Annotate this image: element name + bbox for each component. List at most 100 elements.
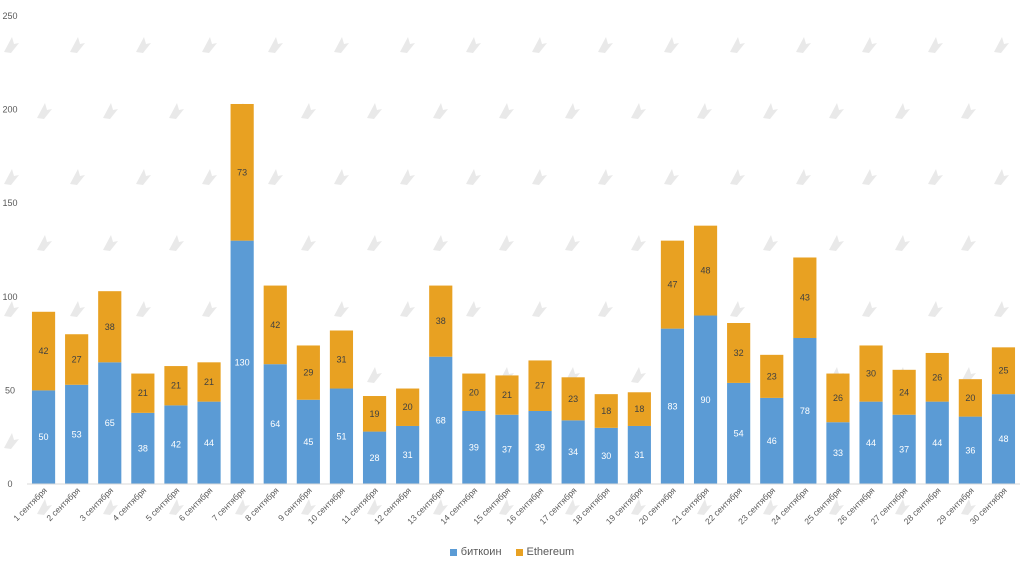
watermark-logo — [37, 499, 52, 515]
bar-ethereum[interactable] — [429, 285, 453, 357]
bar-bitcoin[interactable] — [164, 405, 188, 484]
bar-ethereum[interactable] — [826, 373, 850, 423]
bar-bitcoin[interactable] — [892, 414, 916, 484]
bar-bitcoin[interactable] — [693, 315, 718, 484]
bar-bitcoin[interactable] — [760, 397, 784, 484]
bar-bitcoin[interactable] — [826, 422, 850, 484]
bar-bitcoin[interactable] — [263, 364, 287, 484]
bar-ethereum[interactable] — [462, 373, 486, 411]
data-label-bitcoin: 31 — [634, 450, 644, 460]
watermark-logo — [136, 169, 151, 185]
watermark-logo — [697, 499, 712, 515]
watermark-logo — [862, 301, 877, 317]
bar-bitcoin[interactable] — [98, 362, 122, 484]
bar-ethereum[interactable] — [230, 103, 254, 241]
data-label-bitcoin: 33 — [833, 448, 843, 458]
data-label-bitcoin: 39 — [469, 442, 479, 452]
bar-bitcoin[interactable] — [396, 425, 420, 484]
chart-canvas: 0 50 100 150 200 250 50 42 53 27 65 38 38 21 42 21 44 21… — [2, 11, 1020, 526]
bar-bitcoin[interactable] — [528, 410, 552, 484]
bar-ethereum[interactable] — [958, 379, 982, 417]
data-label-bitcoin: 54 — [734, 428, 744, 438]
legend-label-ethereum: Ethereum — [526, 546, 575, 558]
data-label-ethereum: 18 — [601, 406, 611, 416]
data-label-ethereum: 18 — [634, 404, 644, 414]
bar-ethereum[interactable] — [65, 334, 89, 385]
bar-bitcoin[interactable] — [958, 416, 982, 484]
bar-ethereum[interactable] — [495, 375, 519, 415]
bar-ethereum[interactable] — [131, 373, 155, 413]
bar-bitcoin[interactable] — [594, 427, 618, 484]
watermark-logo — [136, 37, 151, 53]
bar-bitcoin[interactable] — [131, 412, 155, 484]
bar-bitcoin[interactable] — [925, 401, 949, 484]
bar-ethereum[interactable] — [31, 311, 56, 391]
bar-ethereum[interactable] — [991, 347, 1016, 395]
bar-ethereum[interactable] — [760, 354, 784, 398]
watermark-logo — [400, 37, 415, 53]
bar-bitcoin[interactable] — [627, 425, 651, 484]
watermark-logo — [631, 235, 646, 251]
watermark-logo — [763, 103, 778, 119]
legend-item-ethereum[interactable]: Ethereum — [515, 546, 575, 558]
bar-ethereum[interactable] — [727, 323, 751, 383]
watermark-logo — [235, 499, 250, 515]
bar-bitcoin[interactable] — [65, 384, 89, 484]
watermark-logo — [400, 169, 415, 185]
bar-ethereum[interactable] — [362, 396, 387, 432]
watermark-logo — [70, 169, 85, 185]
data-label-bitcoin: 36 — [965, 445, 975, 455]
watermark-logo — [433, 499, 448, 515]
bar-ethereum[interactable] — [660, 240, 685, 329]
bar-bitcoin[interactable] — [31, 390, 56, 484]
bar-bitcoin[interactable] — [859, 401, 883, 484]
bar-bitcoin[interactable] — [793, 337, 817, 484]
bar-bitcoin[interactable] — [230, 240, 254, 484]
bar-ethereum[interactable] — [98, 291, 122, 363]
bar-ethereum[interactable] — [296, 345, 320, 400]
bar-bitcoin[interactable] — [660, 328, 685, 484]
watermark-logo — [466, 169, 481, 185]
bar-bitcoin[interactable] — [362, 431, 387, 484]
bar-ethereum[interactable] — [627, 392, 651, 426]
bar-bitcoin[interactable] — [561, 420, 585, 484]
bar-ethereum[interactable] — [197, 362, 221, 402]
data-label-ethereum: 19 — [370, 409, 380, 419]
legend: биткоин Ethereum — [0, 546, 1024, 558]
bar-ethereum[interactable] — [859, 345, 883, 402]
data-label-ethereum: 24 — [899, 387, 909, 397]
bar-bitcoin[interactable] — [462, 410, 486, 484]
watermark-logo — [895, 103, 910, 119]
data-label-bitcoin: 50 — [39, 432, 49, 442]
bar-ethereum[interactable] — [594, 394, 618, 428]
legend-item-bitcoin[interactable]: биткоин — [449, 546, 502, 558]
watermark-logo — [730, 301, 745, 317]
data-label-ethereum: 38 — [105, 322, 115, 332]
watermark-logo — [994, 169, 1009, 185]
bar-ethereum[interactable] — [892, 369, 916, 415]
bar-bitcoin[interactable] — [329, 388, 354, 484]
watermark-logo — [598, 37, 613, 53]
bar-bitcoin[interactable] — [727, 382, 751, 484]
bar-ethereum[interactable] — [164, 366, 188, 406]
bar-ethereum[interactable] — [396, 388, 420, 426]
bar-bitcoin[interactable] — [197, 401, 221, 484]
bar-bitcoin[interactable] — [429, 356, 453, 484]
bar-ethereum[interactable] — [528, 360, 552, 411]
watermark-logo — [136, 301, 151, 317]
watermark-logo — [466, 37, 481, 53]
watermark-logo — [631, 103, 646, 119]
bar-ethereum[interactable] — [561, 377, 585, 421]
data-label-ethereum: 73 — [237, 167, 247, 177]
bar-bitcoin[interactable] — [296, 399, 320, 484]
bar-ethereum[interactable] — [263, 285, 287, 365]
bar-ethereum[interactable] — [329, 330, 354, 389]
bar-bitcoin[interactable] — [991, 394, 1016, 484]
bar-ethereum[interactable] — [925, 352, 949, 402]
bar-ethereum[interactable] — [793, 257, 817, 338]
data-label-ethereum: 43 — [800, 293, 810, 303]
bar-ethereum[interactable] — [693, 225, 718, 316]
watermark-logo — [763, 235, 778, 251]
bar-bitcoin[interactable] — [495, 414, 519, 484]
data-label-ethereum: 31 — [336, 355, 346, 365]
